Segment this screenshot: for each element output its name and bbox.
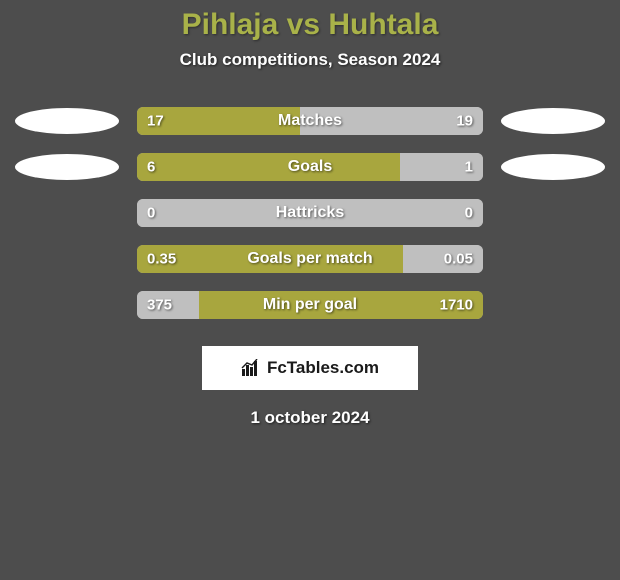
bar-left-fill xyxy=(137,291,199,319)
player-a-name: Pihlaja xyxy=(182,8,279,41)
comparison-card: Pihlaja vs Huhtala Club competitions, Se… xyxy=(0,0,620,580)
bar-left-fill xyxy=(137,153,400,181)
bar-right-fill xyxy=(199,291,483,319)
player-b-marker xyxy=(501,108,605,134)
bar-right-fill xyxy=(300,107,483,135)
vs-text: vs xyxy=(287,8,320,41)
stat-bar: Matches1719 xyxy=(137,107,483,135)
stat-row: Min per goal3751710 xyxy=(0,282,620,328)
player-b-name: Huhtala xyxy=(328,8,438,41)
bar-right-fill xyxy=(310,199,483,227)
bar-left-fill xyxy=(137,199,310,227)
player-b-marker xyxy=(501,154,605,180)
player-a-marker xyxy=(15,154,119,180)
date-text: 1 october 2024 xyxy=(0,408,620,428)
stat-row: Matches1719 xyxy=(0,98,620,144)
brand-box[interactable]: FcTables.com xyxy=(202,346,418,390)
stat-bar: Goals61 xyxy=(137,153,483,181)
bar-left-fill xyxy=(137,245,403,273)
stat-bar: Goals per match0.350.05 xyxy=(137,245,483,273)
stats-list: Matches1719 Goals61 Hattricks00 Goals per m… xyxy=(0,98,620,328)
bar-right-fill xyxy=(403,245,483,273)
stat-bar: Hattricks00 xyxy=(137,199,483,227)
brand-chart-icon xyxy=(241,359,261,377)
stat-bar: Min per goal3751710 xyxy=(137,291,483,319)
bar-right-fill xyxy=(400,153,483,181)
stat-row: Goals61 xyxy=(0,144,620,190)
stat-row: Hattricks00 xyxy=(0,190,620,236)
player-a-marker xyxy=(15,108,119,134)
page-title: Pihlaja vs Huhtala xyxy=(0,0,620,42)
subtitle: Club competitions, Season 2024 xyxy=(0,50,620,70)
stat-row: Goals per match0.350.05 xyxy=(0,236,620,282)
brand-text: FcTables.com xyxy=(267,358,379,378)
bar-left-fill xyxy=(137,107,300,135)
